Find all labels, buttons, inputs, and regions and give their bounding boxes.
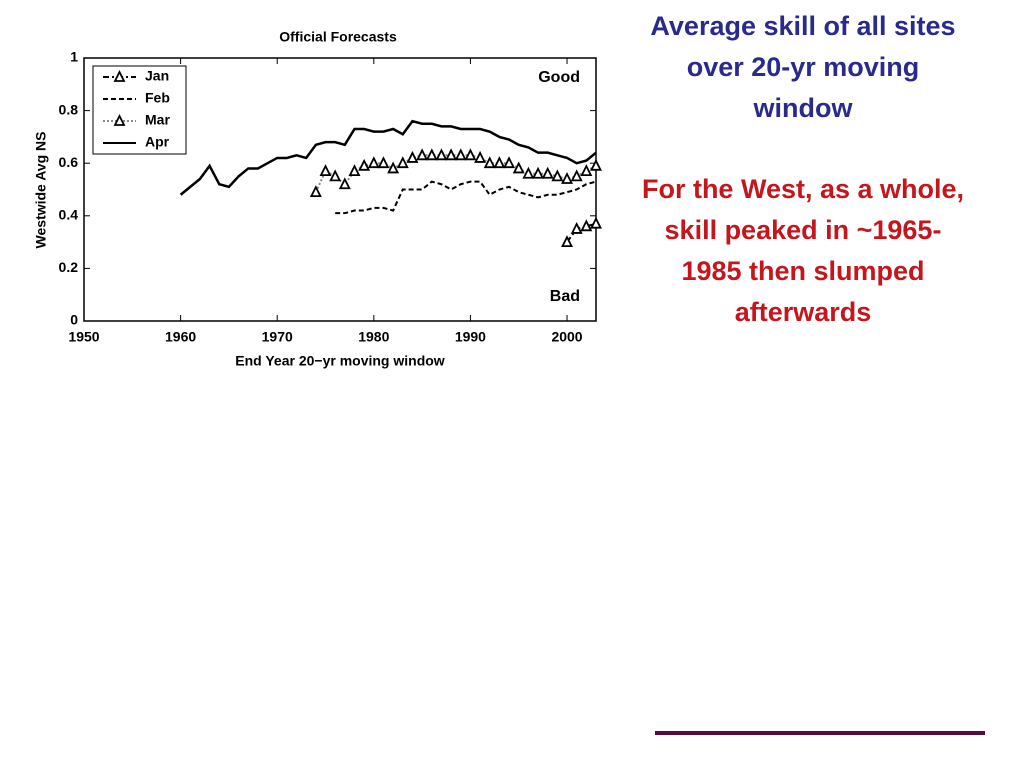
data-point bbox=[406, 150, 419, 163]
plot-frame bbox=[83, 57, 597, 322]
annotation: Bad bbox=[550, 288, 580, 305]
data-point bbox=[561, 235, 573, 248]
body-line: skill peaked in ~1965- bbox=[665, 215, 942, 245]
body-line: afterwards bbox=[735, 297, 872, 327]
data-point bbox=[512, 161, 525, 174]
data-point bbox=[445, 148, 458, 161]
y-tick-label: 0 bbox=[70, 312, 78, 328]
data-point bbox=[338, 177, 351, 190]
legend-label: Jan bbox=[145, 68, 169, 84]
y-axis-label: Westwide Avg NS bbox=[33, 132, 49, 249]
y-tick-label: 0.6 bbox=[59, 154, 79, 170]
data-point bbox=[483, 156, 496, 169]
data-point bbox=[416, 148, 429, 161]
data-point bbox=[309, 185, 322, 198]
data-point bbox=[319, 164, 332, 176]
data-point bbox=[570, 221, 583, 234]
data-point bbox=[580, 219, 593, 232]
data-point bbox=[590, 216, 602, 229]
heading-line: over 20-yr moving bbox=[687, 52, 920, 82]
data-point bbox=[493, 156, 506, 169]
data-point bbox=[377, 156, 390, 169]
legend-marker bbox=[113, 113, 126, 126]
data-point bbox=[551, 169, 564, 182]
series-line bbox=[179, 119, 597, 196]
x-tick-label: 1970 bbox=[262, 329, 293, 345]
x-tick-label: 1980 bbox=[358, 329, 389, 345]
legend-box bbox=[92, 65, 187, 155]
x-tick-label: 2000 bbox=[551, 329, 582, 345]
data-point bbox=[358, 158, 371, 171]
x-tick-label: 1960 bbox=[165, 329, 196, 345]
data-point bbox=[541, 166, 554, 179]
y-tick-label: 1 bbox=[70, 49, 78, 65]
data-point bbox=[570, 169, 583, 182]
data-point bbox=[474, 150, 487, 163]
x-axis-label: End Year 20−yr moving window bbox=[235, 353, 445, 369]
data-point bbox=[464, 148, 477, 161]
heading-line: window bbox=[753, 93, 854, 123]
data-point bbox=[580, 164, 593, 176]
heading-line: Average skill of all sites bbox=[650, 11, 955, 41]
legend-label: Feb bbox=[145, 90, 170, 106]
data-point bbox=[367, 156, 380, 169]
data-point bbox=[425, 148, 438, 161]
body-line: 1985 then slumped bbox=[681, 256, 924, 286]
series-line bbox=[566, 222, 597, 243]
data-point bbox=[522, 166, 535, 179]
y-tick-label: 0.2 bbox=[59, 259, 79, 275]
data-point bbox=[435, 148, 448, 161]
data-point bbox=[396, 156, 409, 169]
chart-title: Official Forecasts bbox=[279, 29, 397, 45]
y-tick-label: 0.4 bbox=[59, 207, 79, 223]
y-tick-label: 0.8 bbox=[59, 101, 79, 117]
data-point bbox=[590, 158, 602, 171]
data-point bbox=[454, 148, 467, 161]
data-point bbox=[387, 161, 400, 174]
legend-label: Apr bbox=[145, 134, 170, 150]
annotation: Good bbox=[538, 69, 580, 86]
x-tick-label: 1950 bbox=[68, 329, 99, 345]
legend-label: Mar bbox=[145, 112, 170, 128]
data-point bbox=[503, 156, 516, 169]
data-point bbox=[348, 164, 361, 176]
body-line: For the West, as a whole, bbox=[642, 174, 964, 204]
x-tick-label: 1990 bbox=[455, 329, 486, 345]
legend-marker bbox=[113, 69, 126, 82]
series-line bbox=[335, 180, 597, 215]
data-point bbox=[561, 171, 573, 184]
data-point bbox=[329, 169, 342, 182]
data-point bbox=[532, 166, 544, 179]
